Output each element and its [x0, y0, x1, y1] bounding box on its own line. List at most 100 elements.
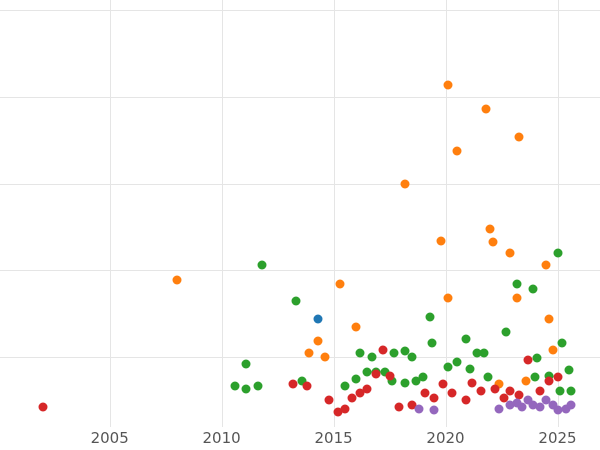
data-point-red: [385, 371, 395, 381]
horizontal-gridline: [0, 270, 600, 271]
data-point-purple: [429, 405, 439, 415]
data-point-orange: [514, 132, 524, 142]
data-point-purple: [517, 402, 527, 412]
data-point-orange: [452, 146, 462, 156]
data-point-purple: [561, 404, 571, 413]
data-point-orange: [505, 248, 515, 258]
data-point-green: [461, 334, 471, 344]
data-point-green: [557, 338, 567, 348]
data-point-red: [447, 388, 457, 398]
data-point-green: [555, 386, 565, 396]
data-point-purple: [566, 400, 576, 410]
data-point-green: [443, 362, 453, 372]
data-point-purple: [553, 405, 562, 415]
data-point-green: [340, 381, 350, 391]
data-point-green: [400, 346, 410, 356]
data-point-green: [291, 296, 300, 306]
horizontal-gridline: [0, 183, 600, 185]
x-tick-label: 2005: [90, 429, 129, 447]
data-point-green: [512, 279, 522, 289]
vertical-gridline: [557, 0, 559, 427]
data-point-purple: [505, 400, 515, 410]
data-point-orange: [304, 348, 314, 358]
data-point-red: [347, 393, 356, 403]
data-point-orange: [172, 275, 182, 285]
data-point-green: [530, 372, 540, 382]
data-point-green: [479, 348, 489, 358]
data-point-orange: [335, 279, 345, 289]
data-point-orange: [521, 376, 531, 386]
data-point-blue: [313, 314, 323, 323]
data-point-red: [340, 404, 350, 413]
x-tick-label: 2020: [426, 429, 465, 447]
data-point-orange: [512, 293, 522, 303]
data-point-green: [257, 260, 267, 270]
data-point-red: [490, 384, 500, 394]
data-point-red: [371, 369, 381, 379]
data-point-red: [467, 378, 477, 387]
data-point-green: [362, 367, 372, 377]
data-point-red: [523, 355, 533, 365]
data-point-red: [429, 393, 439, 403]
data-point-orange: [548, 345, 558, 355]
data-point-red: [378, 345, 388, 355]
data-point-red: [476, 386, 486, 396]
data-point-red: [302, 381, 312, 391]
vertical-gridline: [445, 0, 447, 427]
data-point-green: [483, 372, 493, 382]
data-point-green: [387, 376, 397, 386]
horizontal-gridline: [0, 10, 600, 12]
data-point-purple: [535, 402, 545, 412]
data-point-red: [333, 407, 343, 417]
data-point-green: [528, 284, 538, 294]
data-point-orange: [485, 224, 495, 233]
x-tick-label: 2015: [314, 429, 353, 447]
data-point-green: [566, 386, 576, 396]
data-point-orange: [544, 314, 553, 323]
data-point-orange: [313, 336, 323, 346]
data-point-green: [297, 376, 307, 386]
data-point-red: [505, 386, 515, 396]
data-point-green: [253, 381, 262, 391]
data-point-red: [544, 376, 553, 386]
data-point-green: [230, 381, 240, 391]
data-point-orange: [351, 322, 361, 332]
x-tick-label: 2025: [538, 429, 577, 447]
data-point-red: [38, 402, 47, 412]
data-point-red: [535, 386, 545, 396]
data-point-orange: [494, 379, 504, 389]
data-point-green: [367, 352, 377, 361]
data-point-green: [400, 378, 410, 387]
vertical-gridline: [109, 0, 111, 427]
data-point-orange: [488, 237, 497, 247]
data-point-red: [407, 400, 417, 410]
data-point-red: [438, 379, 448, 389]
data-point-purple: [541, 395, 551, 405]
data-point-green: [472, 348, 482, 358]
data-point-red: [499, 393, 509, 403]
horizontal-gridline: [0, 356, 600, 358]
data-point-red: [394, 402, 403, 412]
data-point-purple: [548, 400, 558, 410]
data-point-red: [514, 390, 524, 400]
data-point-green: [501, 327, 511, 337]
data-point-purple: [494, 404, 504, 413]
data-point-orange: [400, 179, 410, 188]
data-point-green: [241, 359, 251, 368]
data-point-green: [407, 352, 417, 361]
data-point-orange: [443, 80, 453, 90]
data-point-orange: [481, 104, 491, 114]
data-point-green: [418, 372, 428, 382]
data-point-red: [355, 388, 365, 398]
vertical-gridline: [221, 0, 223, 427]
data-point-purple: [523, 395, 533, 405]
data-point-green: [241, 384, 251, 394]
data-point-green: [425, 312, 435, 322]
data-point-green: [465, 364, 475, 374]
data-point-purple: [414, 404, 424, 413]
data-point-red: [324, 395, 334, 405]
x-tick-label: 2010: [202, 429, 241, 447]
horizontal-gridline: [0, 96, 600, 98]
data-point-green: [553, 248, 562, 258]
